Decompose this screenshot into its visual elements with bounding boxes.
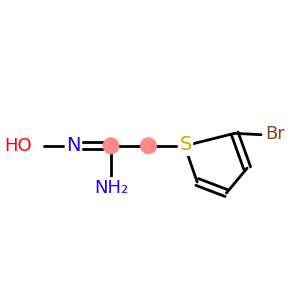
- Circle shape: [141, 138, 156, 154]
- Text: HO: HO: [4, 137, 32, 155]
- Text: Br: Br: [265, 125, 285, 143]
- Text: N: N: [66, 136, 81, 155]
- Circle shape: [103, 138, 119, 154]
- Text: NH₂: NH₂: [94, 178, 128, 196]
- Text: S: S: [179, 136, 192, 154]
